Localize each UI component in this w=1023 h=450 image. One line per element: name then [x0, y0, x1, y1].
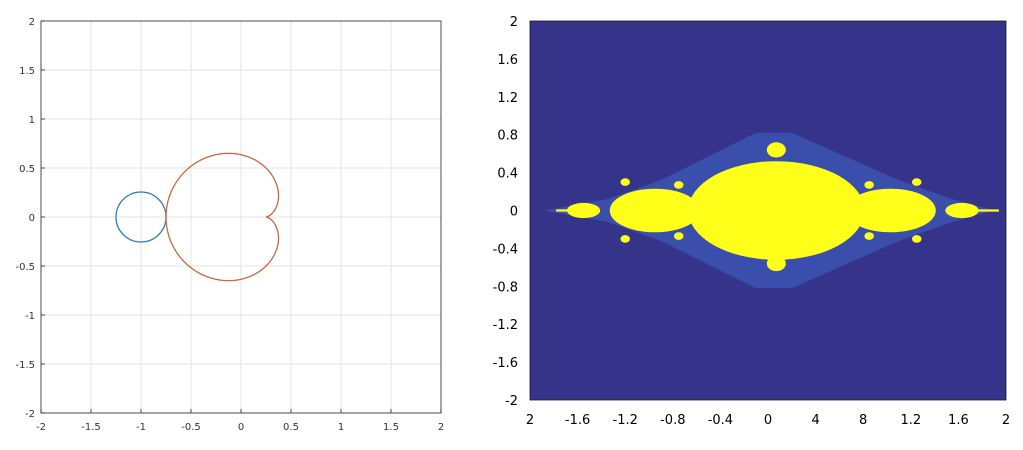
y-tick-label: -1.2 [493, 318, 518, 333]
x-tick-label: 0.5 [283, 422, 299, 433]
x-tick-label: 2 [526, 413, 534, 428]
set-sprout [673, 232, 684, 240]
set-sprout [673, 181, 684, 189]
x-tick-label: -1 [136, 422, 146, 433]
set-top-bud [766, 142, 786, 158]
set-right-bulb [845, 188, 936, 233]
x-tick-label: 1 [338, 422, 344, 433]
set-bottom-bud [766, 255, 786, 272]
x-tick-label: 0 [764, 413, 772, 428]
x-tick-label: 1.5 [383, 422, 399, 433]
y-tick-label: -1.6 [493, 356, 518, 371]
y-tick-label: -0.5 [15, 262, 35, 273]
y-tick-label: -0.4 [493, 242, 518, 257]
set-right-tail [975, 209, 999, 212]
y-tick-label: -1.5 [15, 360, 35, 371]
y-tick-label: -2 [505, 394, 518, 409]
set-left-tail [556, 209, 580, 212]
y-tick-label: 1.2 [497, 91, 518, 106]
x-tick-label: -1.2 [613, 413, 638, 428]
right-chart: 2 -1.6 -1.2 -0.8 -0.4 0 4 8 1.2 1.6 2 2 1.6 1.2 0.8 0.4… [493, 15, 1011, 428]
set-sprout [864, 181, 874, 189]
set-main-bulb [688, 161, 865, 260]
set-sprout [864, 232, 874, 240]
axes-box [529, 20, 1007, 401]
y-tick-label: 1.6 [497, 53, 518, 68]
y-tick-label: 0 [29, 213, 35, 224]
cardioid-series [165, 152, 280, 282]
y-tick-label: 0.4 [497, 167, 518, 182]
x-tick-label: 0 [238, 422, 244, 433]
y-tick-label: -1 [25, 311, 35, 322]
x-tick-label: 4 [811, 413, 819, 428]
x-tick-label: 1.6 [948, 413, 969, 428]
y-tick-label: -2 [25, 409, 35, 420]
x-tick-label: -0.5 [181, 422, 201, 433]
x-tick-label: 8 [859, 413, 867, 428]
set-far-left-bulb [566, 202, 601, 219]
y-tick-label: 2 [29, 17, 35, 28]
y-tick-label: 0.8 [497, 129, 518, 144]
set-sprout [911, 178, 922, 186]
set-sprout [620, 235, 630, 243]
x-tick-label: 1.2 [900, 413, 921, 428]
y-tick-label: 1 [29, 115, 35, 126]
set-sprout [620, 178, 630, 186]
x-tick-label: 2 [438, 422, 444, 433]
x-tick-label: -0.4 [708, 413, 733, 428]
set-far-right-bulb [945, 202, 979, 219]
set-sprout [911, 235, 922, 243]
y-tick-label: 2 [510, 15, 518, 30]
x-tick-label: -1.6 [565, 413, 590, 428]
y-tick-label: 0.5 [19, 164, 35, 175]
x-tick-label: -0.8 [660, 413, 685, 428]
x-tick-label: -2 [36, 422, 46, 433]
y-tick-label: 0 [510, 205, 518, 220]
x-tick-label: -1.5 [81, 422, 101, 433]
left-chart: -2 -1.5 -1 -0.5 0 0.5 1 1.5 2 2 1.5 1 0.5 0 -0.5 -1 -1.5… [15, 17, 444, 433]
y-tick-label: -0.8 [493, 280, 518, 295]
heatmap-set [556, 142, 999, 272]
x-tick-label: 2 [1002, 413, 1010, 428]
y-tick-label: 1.5 [19, 66, 35, 77]
set-left-bulb [609, 188, 701, 233]
